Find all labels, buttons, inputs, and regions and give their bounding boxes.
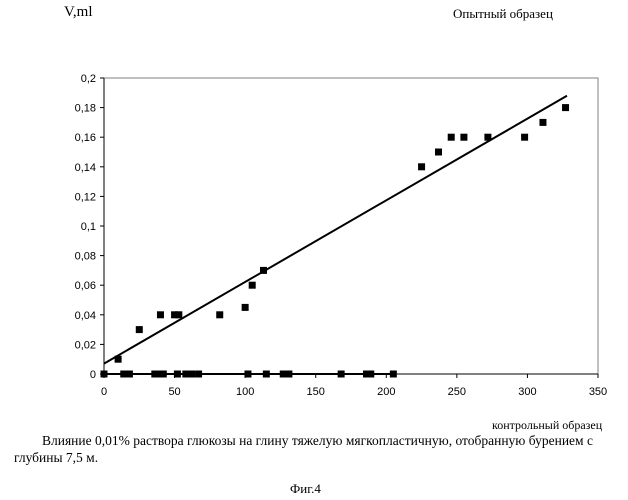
- data-point-experimental: [435, 149, 442, 156]
- y-tick-label: 0,14: [75, 162, 96, 174]
- linear-trend-experimental: [104, 96, 567, 364]
- data-point-experimental: [157, 311, 164, 318]
- data-point-experimental: [136, 326, 143, 333]
- figure-number: Фиг.4: [290, 481, 321, 497]
- y-tick-label: 0,08: [75, 251, 96, 263]
- x-axis-title: контрольный образец: [492, 418, 602, 433]
- data-point-experimental: [562, 104, 569, 111]
- data-point-experimental: [484, 134, 491, 141]
- plot-area-border: [104, 78, 598, 374]
- data-point-control: [285, 371, 292, 378]
- y-tick-label: 0,12: [75, 191, 96, 203]
- data-point-experimental: [448, 134, 455, 141]
- x-tick-label: 50: [168, 386, 180, 398]
- data-point-experimental: [260, 267, 267, 274]
- y-tick-label: 0,06: [75, 280, 96, 292]
- data-point-control: [367, 371, 374, 378]
- x-tick-label: 150: [307, 386, 325, 398]
- x-tick-label: 0: [101, 386, 107, 398]
- y-tick-label: 0: [90, 369, 96, 381]
- x-tick-label: 350: [589, 386, 607, 398]
- x-tick-label: 300: [518, 386, 536, 398]
- data-point-experimental: [539, 119, 546, 126]
- data-point-control: [126, 371, 133, 378]
- y-tick-label: 0,04: [75, 310, 96, 322]
- x-tick-label: 200: [377, 386, 395, 398]
- y-tick-label: 0,16: [75, 132, 96, 144]
- data-point-control: [390, 371, 397, 378]
- x-tick-label: 100: [236, 386, 254, 398]
- data-point-control: [195, 371, 202, 378]
- data-point-experimental: [460, 134, 467, 141]
- data-point-control: [338, 371, 345, 378]
- data-point-experimental: [418, 163, 425, 170]
- data-point-control: [188, 371, 195, 378]
- x-tick-label: 250: [448, 386, 466, 398]
- data-point-experimental: [115, 356, 122, 363]
- data-point-experimental: [175, 311, 182, 318]
- data-point-control: [263, 371, 270, 378]
- y-tick-label: 0,1: [81, 221, 96, 233]
- data-point-experimental: [521, 134, 528, 141]
- scatter-chart: 0 0,02 0,04 0,06 0,08 0,1 0,12 0,14 0,16 0,18 0,2 0…: [0, 0, 628, 420]
- figure-caption: Влияние 0,01% раствора глюкозы на глину …: [14, 432, 624, 466]
- y-tick-label: 0,02: [75, 339, 96, 351]
- data-point-experimental: [242, 304, 249, 311]
- data-point-control: [160, 371, 167, 378]
- y-tick-label: 0,2: [81, 73, 96, 85]
- y-tick-label: 0,18: [75, 103, 96, 115]
- data-point-experimental: [216, 311, 223, 318]
- data-point-experimental: [249, 282, 256, 289]
